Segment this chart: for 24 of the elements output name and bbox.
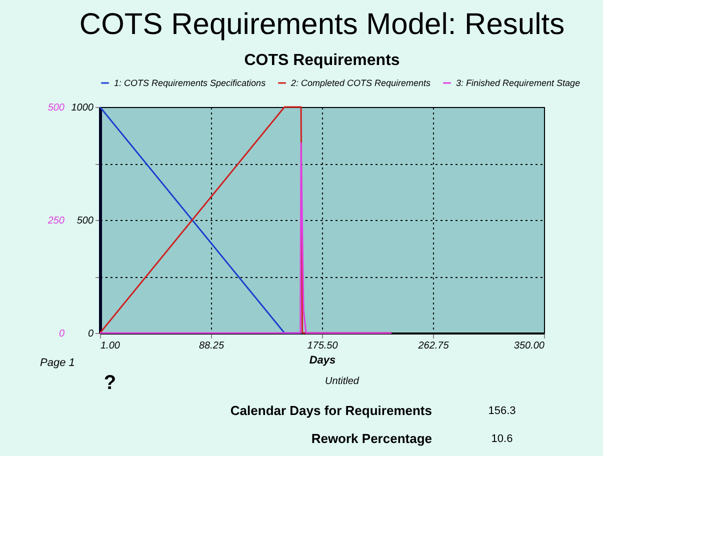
text: Calendar Days for Requirements: [230, 403, 432, 418]
legend-label: 3: Finished Requirement Stage: [456, 78, 580, 88]
legend-label: 2: Completed COTS Requirements: [290, 78, 432, 88]
legend-label: 1: COTS Requirements Specifications: [114, 78, 266, 88]
text: Untitled: [325, 376, 360, 387]
x-tick-label: 1.00: [100, 340, 120, 352]
text: Rework Percentage: [311, 431, 432, 446]
y-tick-label: 500: [76, 216, 94, 226]
x-tick-label: 88.25: [198, 340, 224, 352]
y-tick-label: 0: [88, 328, 94, 340]
y-tick-label: 1000: [71, 102, 94, 114]
x-tick-label: 350.00: [514, 340, 545, 352]
x-tick-label: 175.50: [307, 340, 338, 352]
text: 156.3: [488, 405, 516, 417]
x-axis-title: Days: [309, 354, 336, 366]
text: 10.6: [491, 433, 513, 445]
y2-tick-label: 0: [58, 328, 65, 340]
y2-tick-label: 500: [48, 102, 65, 114]
x-tick-label: 262.75: [417, 340, 450, 352]
y2-tick-label: 250: [46, 216, 65, 226]
text: Page 1: [40, 357, 75, 369]
chart-title: COTS Requirements Model: Results: [79, 8, 565, 41]
text: ?: [104, 372, 116, 394]
chart-subtitle: COTS Requirements: [244, 52, 400, 69]
